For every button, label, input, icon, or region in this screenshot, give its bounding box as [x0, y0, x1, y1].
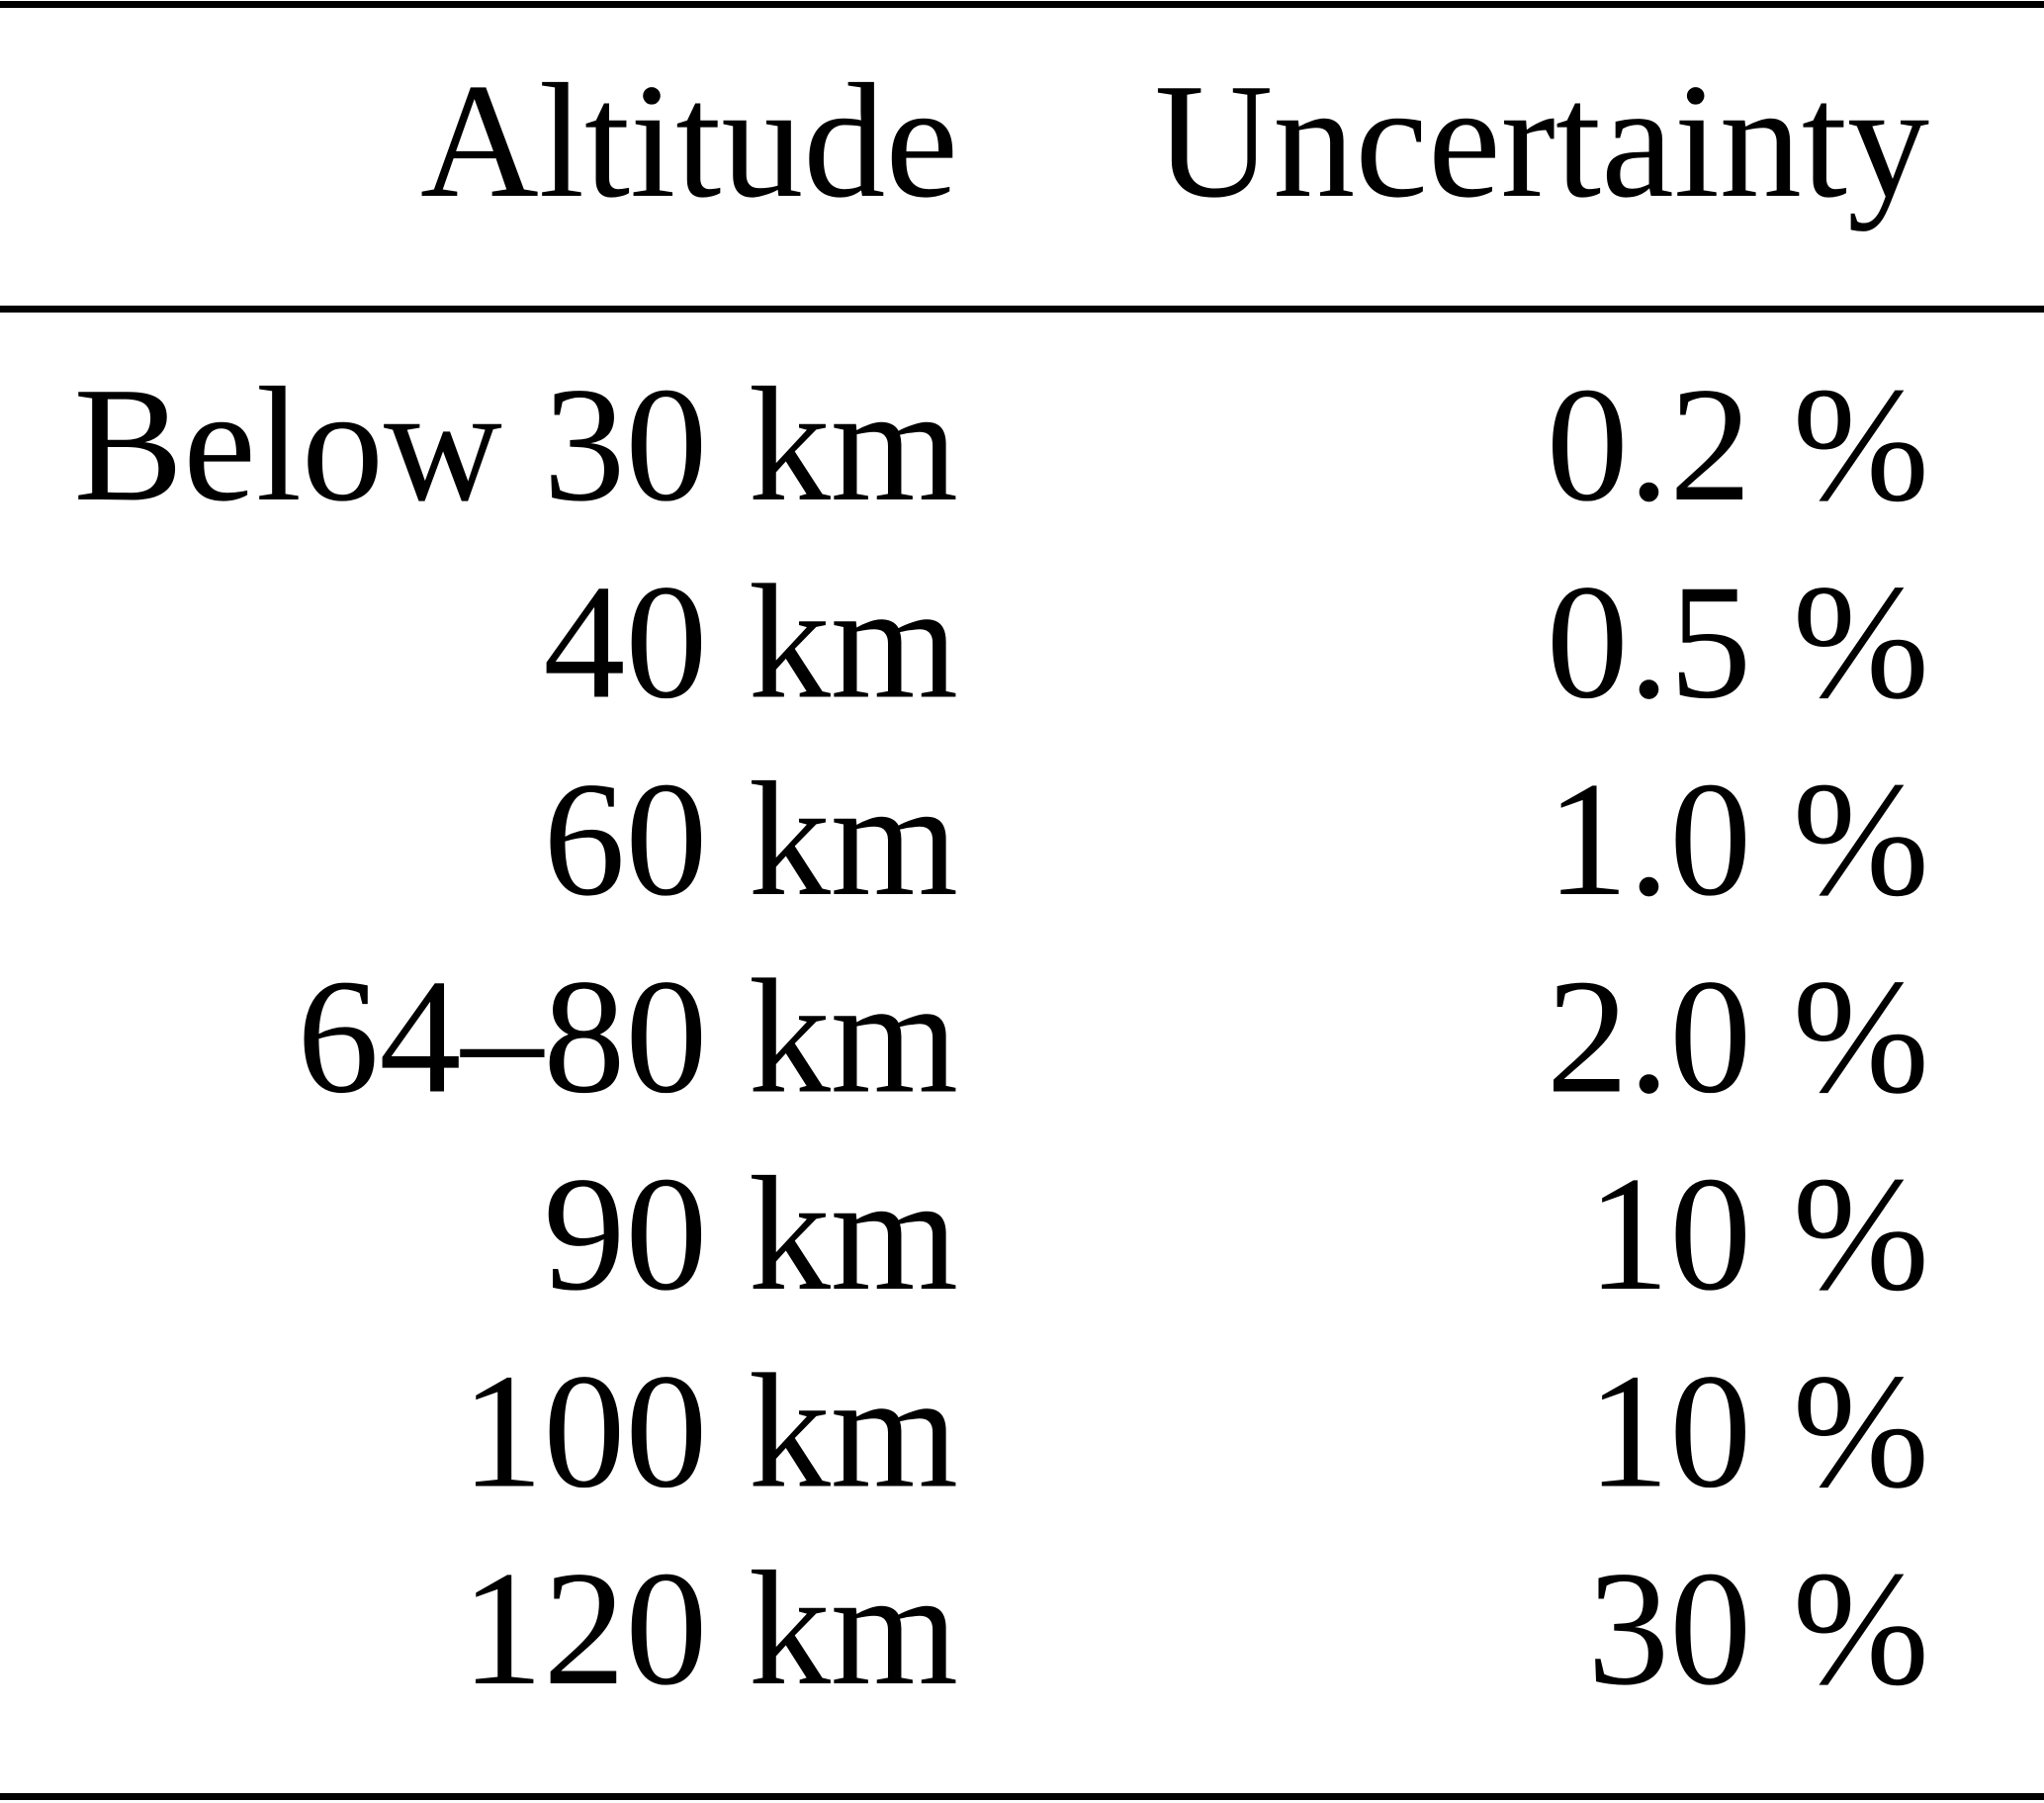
- uncertainty-cell: 30 %: [1587, 1537, 1929, 1719]
- altitude-cell: 64–80 km: [297, 946, 958, 1127]
- uncertainty-cell: 0.5 %: [1547, 551, 1929, 733]
- altitude-cell: 90 km: [543, 1142, 958, 1324]
- uncertainty-cell: 1.0 %: [1547, 748, 1929, 930]
- uncertainty-cell: 10 %: [1587, 1340, 1929, 1522]
- uncertainty-cell: 0.2 %: [1547, 353, 1929, 535]
- top-rule: [0, 1, 2044, 8]
- mid-rule: [0, 306, 2044, 313]
- uncertainty-cell: 10 %: [1587, 1142, 1929, 1324]
- altitude-cell: 120 km: [461, 1537, 958, 1719]
- altitude-cell: 40 km: [543, 551, 958, 733]
- uncertainty-cell: 2.0 %: [1547, 946, 1929, 1127]
- altitude-cell: 60 km: [543, 748, 958, 930]
- altitude-cell: 100 km: [461, 1340, 958, 1522]
- altitude-cell: Below 30 km: [73, 353, 958, 535]
- header-cell: Altitude: [420, 49, 958, 231]
- header-cell: Uncertainty: [1154, 49, 1929, 231]
- bottom-rule: [0, 1793, 2044, 1800]
